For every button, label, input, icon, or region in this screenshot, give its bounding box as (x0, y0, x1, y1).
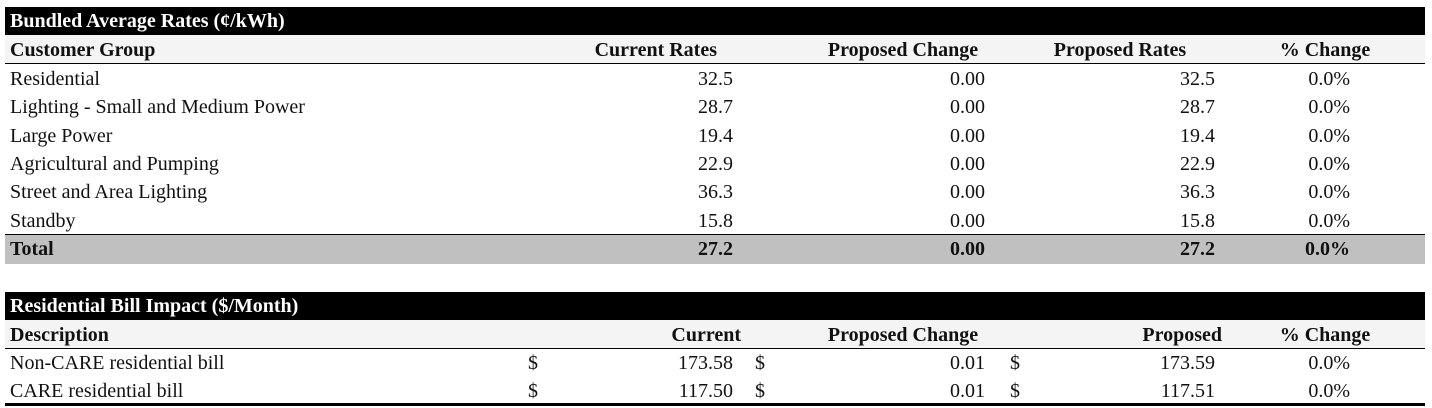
value-cell: 173.59 (1160, 352, 1215, 374)
row-label: Residential (10, 68, 100, 90)
value-cell: $ (755, 352, 765, 374)
value-cell: $ (528, 352, 538, 374)
value-cell: 117.51 (1160, 380, 1215, 402)
total-value: 0.00 (950, 238, 985, 260)
value-cell: $ (1010, 380, 1020, 402)
row-label: Lighting - Small and Medium Power (10, 96, 305, 119)
value-cell: 0.0% (1308, 96, 1350, 119)
value-cell: 32.5 (698, 68, 733, 90)
row-label: CARE residential bill (10, 380, 184, 402)
table-title: Bundled Average Rates (¢/kWh) (10, 10, 285, 32)
value-cell: 32.5 (1180, 68, 1215, 90)
value-cell: 15.8 (698, 209, 733, 232)
value-cell: $ (1010, 352, 1020, 374)
value-cell: 0.00 (950, 209, 985, 232)
title-bar (5, 7, 1425, 35)
column-header: Proposed Change (827, 324, 979, 346)
column-header: Proposed (1142, 324, 1222, 346)
row-label: Standby (10, 209, 76, 232)
value-cell: 15.8 (1180, 209, 1215, 232)
value-cell: 0.0% (1308, 124, 1350, 147)
column-header: % Change (1279, 324, 1371, 346)
value-cell: 0.00 (950, 96, 985, 119)
value-cell: 0.0% (1308, 380, 1350, 402)
column-header: Current (671, 324, 741, 346)
value-cell: 0.01 (950, 380, 985, 402)
total-value: 27.2 (1180, 238, 1215, 260)
column-header: % Change (1279, 39, 1371, 61)
value-cell: 0.00 (950, 152, 985, 175)
table-title: Residential Bill Impact ($/Month) (10, 295, 299, 317)
value-cell: 0.0% (1308, 68, 1350, 90)
value-cell: $ (528, 380, 538, 402)
value-cell: 0.00 (950, 181, 985, 204)
header-row (5, 320, 1425, 349)
value-cell: 0.01 (950, 352, 985, 374)
value-cell: 28.7 (1180, 96, 1215, 119)
row-label: Street and Area Lighting (10, 181, 208, 204)
value-cell: 19.4 (698, 124, 733, 147)
value-cell: 36.3 (698, 181, 733, 204)
bottom-rule (5, 403, 1425, 406)
value-cell: 117.50 (678, 380, 733, 402)
value-cell: $ (755, 380, 765, 402)
value-cell: 0.0% (1308, 209, 1350, 232)
column-header: Customer Group (10, 39, 156, 61)
value-cell: 0.00 (950, 124, 985, 147)
column-header: Description (10, 324, 109, 346)
row-label: Agricultural and Pumping (10, 152, 219, 175)
value-cell: 22.9 (698, 152, 733, 175)
value-cell: 36.3 (1180, 181, 1215, 204)
total-row (5, 234, 1425, 264)
header-row (5, 35, 1425, 64)
column-header: Current Rates (594, 39, 717, 61)
value-cell: 0.0% (1308, 152, 1350, 175)
total-value: 0.0% (1305, 238, 1350, 260)
value-cell: 173.58 (678, 352, 733, 374)
total-label: Total (10, 238, 54, 260)
total-value: 27.2 (698, 238, 733, 260)
value-cell: 0.0% (1308, 352, 1350, 374)
value-cell: 28.7 (698, 96, 733, 119)
title-bar (5, 292, 1425, 320)
column-header: Proposed Rates (1053, 39, 1187, 61)
value-cell: 22.9 (1180, 152, 1215, 175)
row-label: Non-CARE residential bill (10, 352, 225, 374)
value-cell: 0.0% (1308, 181, 1350, 204)
column-header: Proposed Change (827, 39, 979, 61)
value-cell: 0.00 (950, 68, 985, 90)
row-label: Large Power (10, 124, 113, 147)
value-cell: 19.4 (1180, 124, 1215, 147)
